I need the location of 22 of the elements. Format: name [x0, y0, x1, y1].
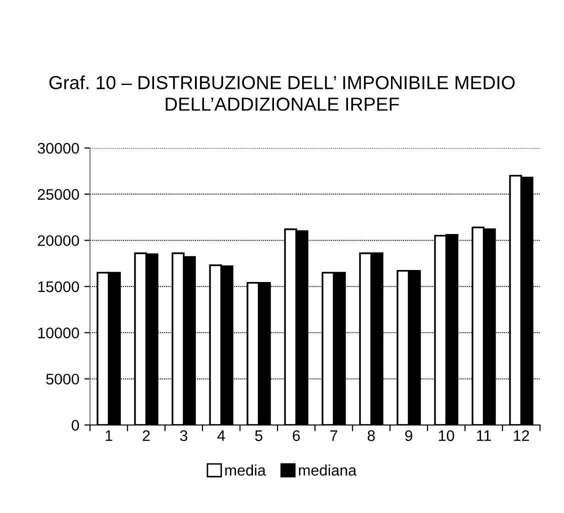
y-tick-label: 20000	[38, 235, 79, 246]
x-tick-label: 5	[255, 430, 262, 442]
x-tick-label: 8	[368, 430, 375, 442]
y-tick-label: 0	[72, 420, 79, 431]
chart-title: Graf. 10 – DISTRIBUZIONE DELL’ IMPONIBILE MEDIO DELL’ADDIZIONALE IRPEF	[49, 76, 515, 111]
y-tick-label: 15000	[38, 281, 79, 292]
x-tick-label: 4	[217, 430, 226, 441]
x-tick-label: 7	[330, 430, 338, 441]
x-tick-label: 2	[142, 430, 150, 441]
y-tick-label: 5000	[46, 374, 79, 385]
x-tick-label: 9	[405, 430, 412, 442]
x-tick-label: 11	[476, 430, 491, 441]
legend-label: mediana	[298, 464, 357, 476]
y-tick-label: 30000	[38, 142, 79, 154]
x-tick-label: 12	[514, 430, 529, 441]
x-tick-label: 6	[292, 430, 300, 442]
legend-label: media	[225, 464, 266, 476]
x-tick-label: 1	[106, 430, 112, 441]
x-tick-label: 3	[180, 430, 188, 442]
y-tick-label: 25000	[38, 189, 79, 200]
y-tick-label: 10000	[38, 328, 79, 338]
x-tick-label: 10	[438, 430, 454, 442]
